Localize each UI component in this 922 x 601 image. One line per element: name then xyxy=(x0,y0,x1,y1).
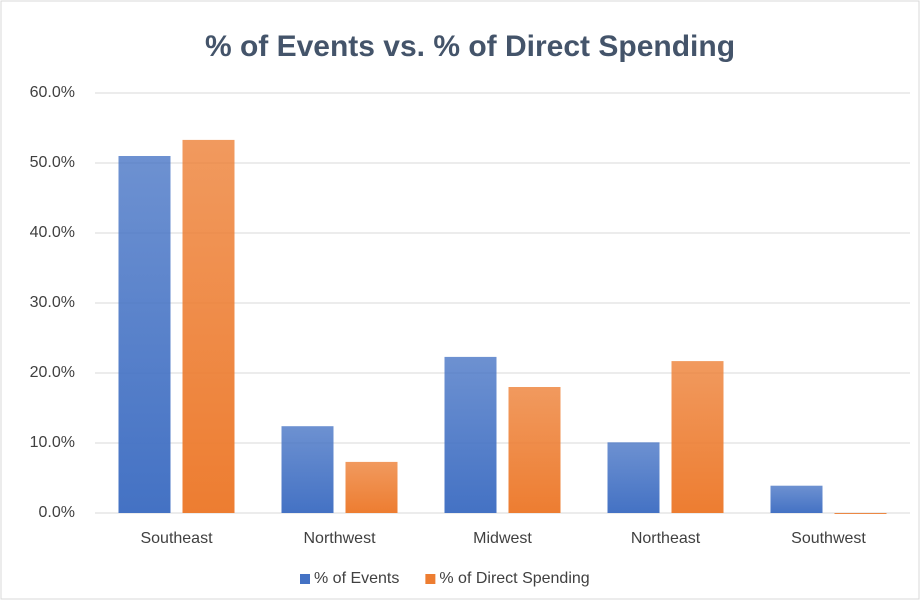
bar xyxy=(118,156,171,513)
chart-title: % of Events vs. % of Direct Spending xyxy=(205,30,735,63)
y-tick-label: 60.0% xyxy=(30,84,75,101)
bar xyxy=(182,139,235,513)
y-tick-label: 20.0% xyxy=(30,364,75,381)
x-tick-label: Southeast xyxy=(140,530,213,547)
y-tick-label: 30.0% xyxy=(30,294,75,311)
x-tick-label: Midwest xyxy=(473,530,532,547)
y-tick-label: 10.0% xyxy=(30,434,75,451)
bar xyxy=(607,442,660,513)
legend-label: % of Events xyxy=(314,570,399,587)
legend-swatch xyxy=(300,574,310,584)
bar xyxy=(444,356,497,513)
x-tick-label: Southwest xyxy=(791,530,866,547)
bar xyxy=(834,513,887,514)
bar xyxy=(770,485,823,513)
legend-swatch xyxy=(425,574,436,584)
y-tick-label: 0.0% xyxy=(39,504,75,521)
x-tick-label: Northeast xyxy=(631,530,701,547)
y-tick-label: 50.0% xyxy=(30,154,75,171)
bar xyxy=(281,426,334,513)
bar xyxy=(671,361,724,513)
x-tick-label: Northwest xyxy=(303,530,376,547)
y-tick-label: 40.0% xyxy=(30,224,75,241)
legend-label: % of Direct Spending xyxy=(439,570,589,587)
bar xyxy=(345,461,398,513)
bar xyxy=(508,387,561,513)
